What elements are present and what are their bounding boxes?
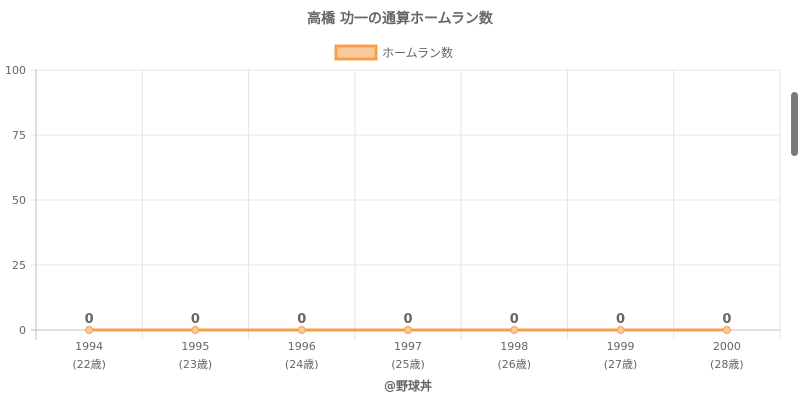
y-tick-label: 50	[12, 194, 26, 207]
x-tick-label: 2000	[713, 340, 741, 353]
data-label: 0	[85, 312, 94, 327]
y-tick-label: 100	[5, 64, 26, 77]
y-tick-label: 75	[12, 129, 26, 142]
x-tick-sublabel: (25歳)	[391, 358, 425, 371]
x-tick-label: 1998	[500, 340, 528, 353]
x-tick-sublabel: (22歳)	[72, 358, 106, 371]
data-point[interactable]	[85, 326, 94, 334]
chart-title: 高橋 功一の通算ホームラン数	[307, 10, 494, 27]
x-tick-label: 1997	[394, 340, 422, 353]
credit: @野球丼	[384, 378, 432, 393]
grid	[31, 69, 781, 340]
data-label: 0	[191, 312, 200, 327]
data-labels: 0 0 0 0 0 0 0	[85, 312, 732, 327]
data-point[interactable]	[616, 326, 625, 334]
x-tick-label: 1999	[607, 340, 635, 353]
x-tick-label: 1995	[181, 340, 209, 353]
data-point[interactable]	[404, 326, 412, 334]
legend-label: ホームラン数	[382, 45, 453, 60]
x-tick-sublabel: (24歳)	[285, 358, 319, 371]
x-tick-label: 1994	[75, 340, 103, 353]
data-label: 0	[297, 312, 306, 327]
y-tick-label: 0	[19, 324, 26, 337]
data-point[interactable]	[297, 326, 306, 334]
data-point[interactable]	[191, 326, 200, 334]
x-tick-sublabel: (26歳)	[497, 358, 531, 371]
x-tick-sublabel: (27歳)	[604, 358, 638, 371]
data-point[interactable]	[510, 326, 519, 334]
data-label: 0	[616, 312, 625, 327]
data-label: 0	[722, 312, 731, 327]
y-tick-label: 25	[12, 259, 26, 272]
data-point[interactable]	[722, 326, 731, 334]
legend-swatch	[334, 44, 378, 61]
x-tick-sublabel: (23歳)	[179, 358, 213, 371]
series-ホームラン数	[85, 326, 731, 334]
x-tick-sublabel: (28歳)	[710, 358, 744, 371]
legend[interactable]: ホームラン数	[334, 44, 453, 61]
data-label: 0	[510, 312, 519, 327]
y-axis-ticks: 0 25 50 75 100	[5, 64, 26, 337]
scrollbar-thumb[interactable]	[791, 92, 798, 156]
x-tick-label: 1996	[288, 340, 316, 353]
x-axis-ticks: 1994 (22歳) 1995 (23歳) 1996 (24歳) 1997 (25歳) 1998…	[72, 340, 743, 371]
data-label: 0	[403, 312, 412, 327]
